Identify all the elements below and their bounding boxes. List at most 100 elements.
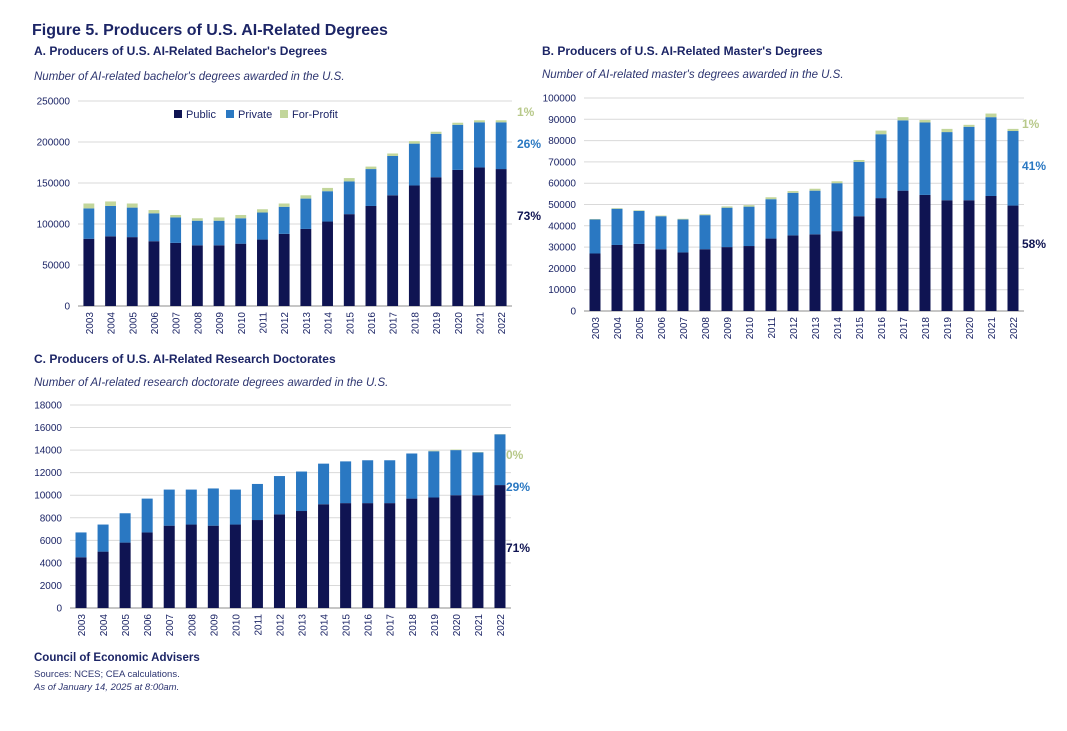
x-tick-label: 2016 bbox=[367, 312, 378, 335]
panel-b-title: B. Producers of U.S. AI-Related Master's… bbox=[542, 44, 823, 58]
bar-private-2017 bbox=[384, 460, 396, 504]
y-tick-label: 14000 bbox=[34, 446, 62, 457]
bar-public-2006 bbox=[655, 249, 667, 311]
x-tick-label: 2012 bbox=[275, 614, 286, 637]
bar-public-2017 bbox=[384, 503, 396, 608]
bar-public-2017 bbox=[387, 195, 399, 306]
x-tick-label: 2011 bbox=[258, 312, 269, 334]
x-tick-label: 2004 bbox=[99, 614, 110, 637]
panel-a-subtitle: Number of AI-related bachelor's degrees … bbox=[34, 71, 345, 83]
bar-forprofit-2010 bbox=[235, 214, 247, 219]
bar-forprofit-2011 bbox=[765, 197, 777, 200]
x-tick-label: 2022 bbox=[1009, 317, 1020, 340]
bar-private-2016 bbox=[362, 460, 374, 504]
bar-public-2016 bbox=[365, 205, 377, 306]
x-tick-label: 2005 bbox=[128, 312, 139, 335]
bar-public-2019 bbox=[428, 497, 440, 608]
x-tick-label: 2022 bbox=[497, 312, 508, 335]
bar-forprofit-2008 bbox=[699, 214, 711, 216]
bar-public-2019 bbox=[430, 177, 442, 306]
footer-organization: Council of Economic Advisers bbox=[34, 652, 200, 664]
bar-forprofit-2013 bbox=[300, 195, 312, 199]
x-tick-label: 2004 bbox=[613, 317, 624, 340]
bar-public-2008 bbox=[185, 524, 197, 608]
bar-private-2014 bbox=[318, 463, 330, 505]
bar-forprofit-2006 bbox=[148, 210, 160, 214]
y-tick-label: 12000 bbox=[34, 468, 62, 479]
x-tick-label: 2011 bbox=[767, 317, 778, 339]
bar-public-2014 bbox=[318, 504, 330, 608]
x-tick-label: 2021 bbox=[987, 317, 998, 340]
bar-public-2018 bbox=[919, 194, 931, 311]
y-tick-label: 40000 bbox=[548, 221, 576, 232]
bar-private-2021 bbox=[474, 122, 485, 168]
legend-label-public: Public bbox=[186, 109, 216, 121]
bar-private-2005 bbox=[126, 207, 138, 238]
bar-private-2020 bbox=[963, 126, 975, 201]
bar-private-2008 bbox=[185, 489, 197, 525]
share-label-forprofit: 1% bbox=[1022, 117, 1040, 131]
bar-private-2005 bbox=[119, 513, 131, 543]
bar-public-2008 bbox=[699, 249, 711, 311]
bar-forprofit-2022 bbox=[495, 120, 507, 123]
x-tick-label: 2017 bbox=[386, 614, 397, 637]
y-tick-label: 0 bbox=[56, 604, 62, 615]
bar-private-2019 bbox=[428, 451, 440, 498]
bar-private-2003 bbox=[83, 208, 95, 239]
bar-forprofit-2018 bbox=[919, 119, 931, 123]
bar-private-2012 bbox=[787, 192, 799, 236]
bar-private-2015 bbox=[853, 161, 865, 217]
bar-forprofit-2020 bbox=[452, 122, 464, 125]
footer-as-of: As of January 14, 2025 at 8:00am. bbox=[34, 682, 180, 693]
x-tick-label: 2019 bbox=[432, 312, 443, 335]
bar-public-2022 bbox=[495, 169, 507, 306]
share-label-private: 26% bbox=[517, 137, 541, 151]
bar-public-2004 bbox=[97, 551, 109, 608]
x-tick-label: 2008 bbox=[187, 614, 198, 637]
x-tick-label: 2013 bbox=[298, 614, 309, 637]
bar-private-2019 bbox=[430, 133, 442, 178]
bar-private-2016 bbox=[875, 134, 887, 199]
bar-public-2007 bbox=[163, 525, 175, 608]
bar-public-2012 bbox=[278, 233, 290, 306]
x-tick-label: 2008 bbox=[701, 317, 712, 340]
bar-public-2006 bbox=[141, 532, 153, 608]
bar-public-2010 bbox=[235, 243, 247, 306]
bar-public-2009 bbox=[207, 525, 219, 608]
bar-forprofit-2011 bbox=[257, 209, 268, 213]
y-tick-label: 100000 bbox=[543, 94, 577, 105]
bar-public-2004 bbox=[611, 244, 623, 311]
x-tick-label: 2010 bbox=[231, 614, 242, 637]
x-tick-label: 2012 bbox=[789, 317, 800, 340]
bar-public-2003 bbox=[589, 253, 601, 311]
y-tick-label: 4000 bbox=[40, 558, 63, 569]
x-tick-label: 2006 bbox=[657, 317, 668, 340]
bar-forprofit-2014 bbox=[831, 181, 843, 184]
x-tick-label: 2004 bbox=[107, 312, 118, 335]
y-tick-label: 20000 bbox=[548, 264, 576, 275]
bar-private-2019 bbox=[941, 132, 953, 201]
y-tick-label: 8000 bbox=[40, 513, 63, 524]
bar-private-2007 bbox=[677, 219, 689, 253]
bar-public-2017 bbox=[897, 190, 909, 311]
bar-forprofit-2014 bbox=[322, 187, 333, 192]
y-tick-label: 50000 bbox=[42, 261, 70, 272]
bar-public-2006 bbox=[148, 241, 160, 306]
panel-c-title: C. Producers of U.S. AI-Related Research… bbox=[34, 352, 336, 366]
bar-private-2006 bbox=[655, 216, 667, 250]
y-tick-label: 30000 bbox=[548, 243, 576, 254]
bar-public-2009 bbox=[721, 247, 733, 311]
y-tick-label: 10000 bbox=[548, 285, 576, 296]
bar-private-2006 bbox=[141, 498, 153, 533]
y-tick-label: 18000 bbox=[34, 401, 62, 412]
bar-public-2015 bbox=[340, 503, 352, 608]
bar-public-2020 bbox=[450, 495, 462, 608]
bar-public-2016 bbox=[362, 503, 374, 608]
bar-forprofit-2017 bbox=[387, 153, 399, 156]
bar-private-2008 bbox=[699, 215, 711, 250]
y-tick-label: 100000 bbox=[37, 220, 71, 231]
bar-private-2006 bbox=[148, 213, 160, 242]
x-tick-label: 2017 bbox=[389, 312, 400, 335]
x-tick-label: 2022 bbox=[496, 614, 507, 637]
bar-forprofit-2005 bbox=[633, 210, 645, 211]
